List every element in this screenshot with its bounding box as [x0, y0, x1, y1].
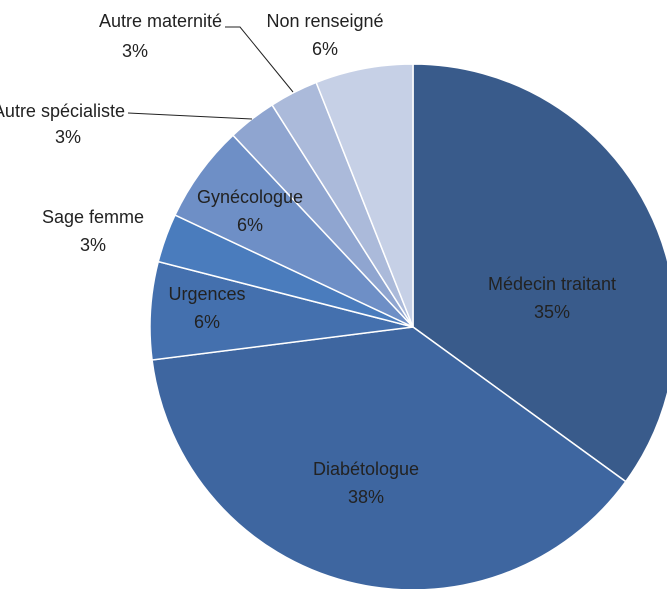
pie-slice	[412, 63, 667, 483]
value-label: 3%	[122, 41, 148, 61]
pie-slice	[151, 326, 627, 589]
pie-slice	[315, 63, 414, 328]
value-label: 3%	[80, 235, 106, 255]
slice-label: Diabétologue	[313, 459, 419, 479]
slice-label: Médecin traitant	[488, 274, 616, 294]
value-label: 6%	[194, 312, 220, 332]
slice-label: Urgences	[168, 284, 245, 304]
slice-label: Autre spécialiste	[0, 101, 125, 121]
value-label: 6%	[312, 39, 338, 59]
slice-label: Autre maternité	[99, 11, 222, 31]
slice-label: Sage femme	[42, 207, 144, 227]
value-label: 6%	[237, 215, 263, 235]
value-label: 35%	[534, 302, 570, 322]
leader-line	[225, 26, 294, 93]
slice-label: Non renseigné	[266, 11, 383, 31]
leader-line	[127, 112, 253, 120]
value-label: 38%	[348, 487, 384, 507]
slice-label: Gynécologue	[197, 187, 303, 207]
value-label: 3%	[55, 127, 81, 147]
